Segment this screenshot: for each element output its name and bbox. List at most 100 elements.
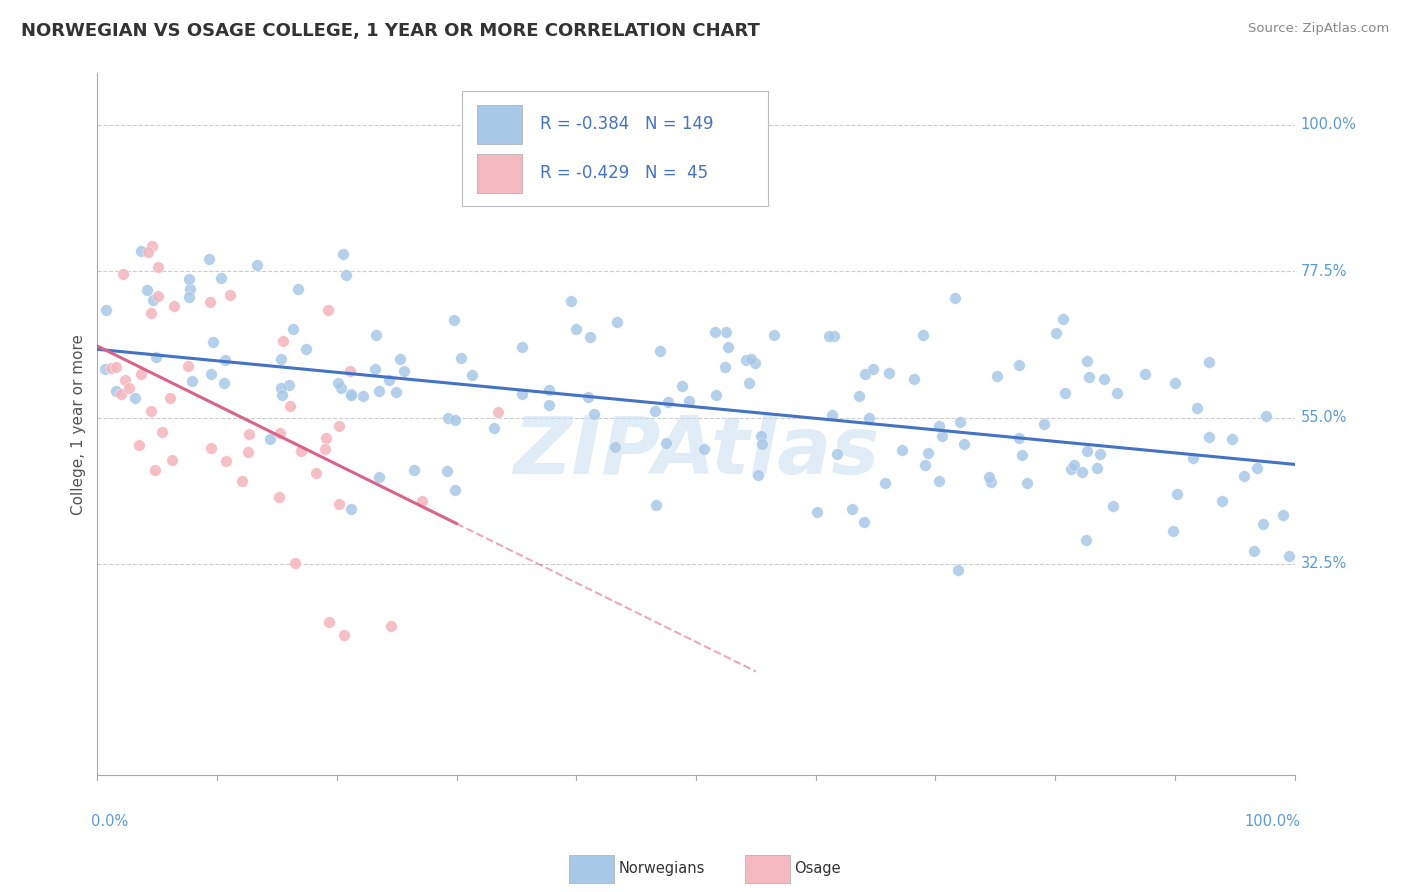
Point (160, 453, 183, 467)
Point (1063, 458, 1085, 472)
Point (340, 501, 363, 516)
Point (1071, 465, 1094, 479)
Point (1008, 358, 1031, 372)
Point (911, 328, 934, 343)
Point (316, 303, 339, 318)
Point (200, 367, 222, 381)
Point (129, 244, 152, 259)
Point (305, 466, 328, 480)
Point (460, 368, 482, 382)
Point (1085, 461, 1108, 475)
Point (270, 381, 292, 395)
Point (136, 244, 159, 259)
Point (903, 372, 925, 386)
Point (928, 474, 950, 488)
Point (1008, 431, 1031, 445)
Point (977, 470, 1000, 484)
Point (231, 474, 253, 488)
Point (214, 453, 236, 467)
Point (735, 352, 758, 367)
Point (100, 361, 122, 376)
Point (980, 475, 1002, 490)
Point (200, 295, 222, 310)
Point (877, 366, 900, 380)
Point (946, 563, 969, 577)
Point (364, 362, 387, 376)
Point (606, 315, 628, 329)
Text: 100.0%: 100.0% (1301, 118, 1357, 133)
Point (290, 443, 312, 458)
Point (444, 483, 467, 497)
Point (450, 351, 472, 365)
Point (117, 381, 139, 395)
Point (259, 432, 281, 446)
Point (917, 445, 939, 459)
Point (202, 334, 225, 349)
Point (714, 325, 737, 339)
Point (671, 379, 693, 393)
Point (953, 437, 976, 451)
Point (150, 425, 173, 439)
Text: 55.0%: 55.0% (1301, 410, 1347, 425)
Point (159, 391, 181, 405)
Point (943, 291, 966, 305)
Point (1164, 376, 1187, 391)
Point (931, 429, 953, 443)
Point (744, 356, 766, 370)
Point (236, 444, 259, 458)
Point (1198, 430, 1220, 444)
Text: 32.5%: 32.5% (1301, 557, 1347, 572)
Point (717, 339, 740, 353)
Point (437, 410, 460, 425)
Point (1077, 370, 1099, 384)
Point (1278, 549, 1301, 564)
Point (1256, 409, 1278, 424)
Point (380, 619, 402, 633)
FancyBboxPatch shape (477, 105, 523, 144)
Point (328, 497, 350, 511)
Point (510, 340, 533, 354)
Point (848, 389, 870, 403)
Point (1253, 517, 1275, 532)
Point (1092, 372, 1115, 386)
Point (136, 283, 159, 297)
Point (657, 395, 679, 409)
Point (1166, 487, 1188, 501)
Point (1246, 461, 1268, 475)
Point (271, 388, 294, 402)
Point (747, 468, 769, 483)
Point (238, 426, 260, 441)
Point (738, 376, 761, 390)
Point (1032, 417, 1054, 432)
Point (1052, 311, 1074, 326)
Text: R = -0.384   N = 149: R = -0.384 N = 149 (540, 115, 714, 133)
Point (538, 383, 561, 397)
Point (378, 373, 401, 387)
Point (693, 442, 716, 456)
Point (111, 268, 134, 282)
Point (1053, 386, 1076, 401)
FancyBboxPatch shape (463, 90, 768, 206)
Point (104, 359, 127, 374)
Point (284, 556, 307, 570)
Point (740, 351, 762, 366)
Point (1105, 386, 1128, 401)
Point (510, 387, 533, 401)
Point (1161, 524, 1184, 538)
Point (1211, 494, 1233, 508)
Point (94, 302, 117, 317)
Point (560, 293, 582, 308)
Y-axis label: College, 1 year or more: College, 1 year or more (72, 334, 86, 515)
Point (852, 516, 875, 530)
Point (1133, 368, 1156, 382)
Point (392, 364, 415, 378)
Text: Norwegians: Norwegians (619, 862, 704, 876)
Point (271, 334, 294, 348)
Point (486, 404, 509, 418)
Point (986, 369, 1008, 384)
Text: 77.5%: 77.5% (1301, 264, 1347, 279)
Point (200, 441, 222, 455)
Point (219, 288, 242, 302)
Point (364, 328, 387, 343)
Point (1015, 476, 1038, 491)
